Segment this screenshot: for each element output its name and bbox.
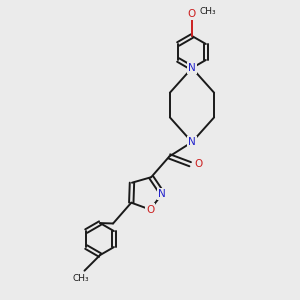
Text: N: N (188, 137, 196, 147)
Text: O: O (194, 159, 202, 169)
Text: O: O (188, 9, 196, 19)
Text: N: N (158, 189, 166, 199)
Text: CH₃: CH₃ (72, 274, 89, 283)
Text: CH₃: CH₃ (199, 8, 216, 16)
Text: N: N (188, 63, 196, 73)
Text: O: O (146, 205, 154, 214)
